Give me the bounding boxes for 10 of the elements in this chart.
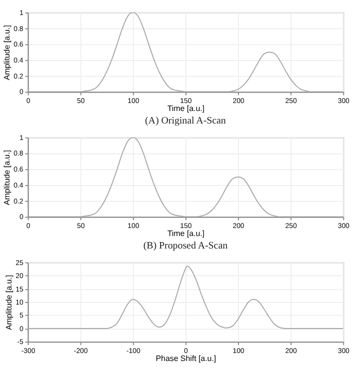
x-axis-title: Phase Shift [a.u.] (156, 354, 216, 364)
y-axis-title: Amplitude [a.u.] (2, 150, 12, 206)
text: (B) Proposed A-Scan (143, 240, 228, 252)
x-axis-title: Time [a.u.] (167, 104, 205, 114)
line-series (28, 266, 344, 329)
y-axis-title: Amplitude [a.u.] (2, 25, 12, 80)
line-series (28, 137, 344, 217)
x-axis-title: Time [a.u.] (167, 229, 205, 238)
y-axis-title: Amplitude [a.u.] (4, 274, 14, 330)
text: (A) Original A-Scan (145, 116, 226, 127)
